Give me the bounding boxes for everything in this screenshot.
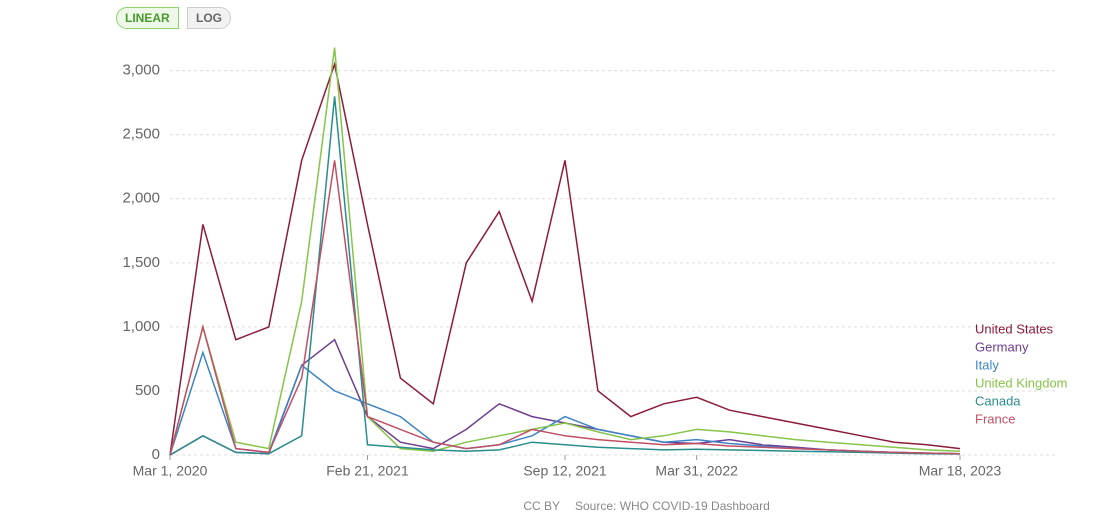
x-tick-label: Feb 21, 2021 — [326, 463, 409, 479]
y-tick-label: 500 — [135, 382, 160, 399]
source: Source: WHO COVID-19 Dashboard — [575, 499, 770, 513]
series-line — [169, 350, 961, 456]
y-tick-label: 3,000 — [122, 62, 160, 79]
y-tick-label: 2,000 — [122, 190, 160, 207]
series-line — [169, 160, 961, 456]
series-line — [169, 47, 961, 456]
y-tick-label: 1,000 — [122, 318, 160, 335]
series-line — [169, 96, 961, 456]
x-tick-label: Mar 18, 2023 — [919, 463, 1002, 479]
license: CC BY — [523, 499, 560, 513]
x-tick-label: Mar 1, 2020 — [133, 463, 208, 479]
legend-label: United Kingdom — [975, 375, 1068, 390]
y-tick-label: 1,500 — [122, 254, 160, 271]
legend-label: Italy — [975, 357, 999, 372]
linear-button[interactable]: LINEAR — [116, 7, 179, 29]
y-tick-label: 0 — [152, 446, 160, 463]
y-tick-label: 2,500 — [122, 126, 160, 143]
x-tick-label: Mar 31, 2022 — [655, 463, 738, 479]
x-tick-label: Sep 12, 2021 — [523, 463, 607, 479]
legend-label: Germany — [975, 339, 1029, 354]
legend-label: Canada — [975, 393, 1021, 408]
legend-label: United States — [975, 321, 1054, 336]
series-line — [169, 61, 961, 456]
series-line — [169, 338, 961, 456]
log-button[interactable]: LOG — [187, 7, 231, 29]
legend-label: France — [975, 411, 1015, 426]
